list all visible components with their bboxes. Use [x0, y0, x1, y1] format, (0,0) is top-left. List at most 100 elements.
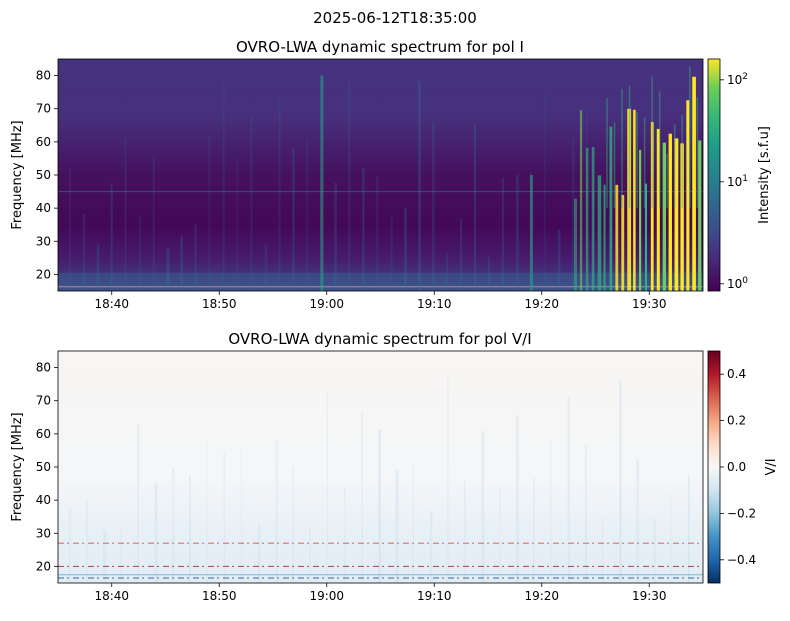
burst-lane	[320, 75, 324, 291]
vi-striation	[619, 380, 622, 583]
striation	[292, 147, 295, 291]
x-tick-label: 18:50	[202, 297, 237, 311]
vi-striation	[257, 523, 261, 583]
x-tick-label: 18:50	[202, 589, 237, 603]
striation	[306, 138, 309, 291]
y-tick-label: 60	[36, 427, 51, 441]
vi-striation	[171, 467, 175, 583]
striation	[264, 243, 268, 291]
y-tick-label: 60	[36, 135, 51, 149]
vi-striation	[103, 529, 107, 583]
burst-strand-high	[628, 85, 631, 209]
y-tick-label: 40	[36, 201, 51, 215]
burst-strand	[597, 175, 602, 291]
burst-strand	[650, 121, 654, 291]
burst-strand	[603, 184, 606, 291]
colorbar-tick-label: 0.4	[727, 367, 746, 381]
vi-striation	[429, 511, 433, 583]
x-tick-label: 19:00	[309, 297, 344, 311]
panel-i-x-axis: 18:40 18:50 19:00 19:10 19:20 19:30	[94, 291, 667, 311]
colorbar-tick-label: 100	[727, 276, 748, 291]
colorbar-tick-label: −0.2	[727, 506, 756, 520]
x-tick-label: 19:30	[632, 589, 667, 603]
panel-v-y-axis: 20 30 40 50 60 70 80	[36, 361, 58, 573]
panel-v-x-axis: 18:40 18:50 19:00 19:10 19:20 19:30	[94, 583, 667, 603]
vi-striation	[326, 392, 328, 583]
vi-striation	[343, 487, 346, 583]
colorbar-tick-label: −0.4	[727, 553, 756, 567]
vi-striation	[636, 458, 640, 583]
burst-strand-high	[658, 91, 661, 209]
x-tick-label: 19:10	[417, 297, 452, 311]
striation	[194, 223, 197, 291]
burst-strand	[686, 100, 690, 291]
striation	[124, 138, 127, 291]
panel-v-colorbar	[707, 350, 721, 584]
striation	[68, 168, 72, 291]
striation	[166, 248, 170, 291]
burst-strand-high	[613, 122, 616, 209]
striation	[362, 167, 365, 291]
vi-striation	[189, 476, 191, 583]
vi-striation	[137, 424, 140, 583]
vi-striation	[292, 466, 294, 583]
striation	[488, 256, 491, 291]
burst-strand	[644, 183, 648, 291]
panel-i-y-axis: 20 30 40 50 60 70 80	[36, 69, 58, 281]
burst-strand-high	[689, 66, 691, 209]
y-tick-label: 70	[36, 394, 51, 408]
vi-striation	[567, 396, 571, 583]
striation	[96, 243, 100, 291]
y-tick-label: 20	[36, 559, 51, 573]
vi-striation	[601, 518, 604, 583]
panel-v-title: OVRO-LWA dynamic spectrum for pol V/I	[228, 330, 531, 348]
striation	[208, 135, 211, 291]
vi-striation	[687, 474, 690, 583]
vi-striation	[498, 487, 501, 583]
striation	[222, 78, 225, 291]
striation	[446, 253, 449, 291]
striation	[110, 182, 113, 291]
striation	[515, 174, 519, 291]
x-tick-label: 19:10	[417, 589, 452, 603]
vi-striation	[653, 519, 657, 583]
panel-pol-vi: OVRO-LWA dynamic spectrum for pol V/I 18…	[10, 330, 779, 603]
y-tick-label: 20	[36, 267, 51, 281]
x-tick-label: 19:20	[524, 589, 559, 603]
burst-strand	[656, 128, 660, 291]
striation	[152, 155, 155, 291]
y-tick-label: 50	[36, 460, 51, 474]
striation	[418, 81, 422, 291]
colorbar-tick-label: 102	[727, 72, 748, 87]
panel-v-heatmap-features	[58, 373, 703, 583]
y-tick-label: 80	[36, 361, 51, 375]
striation	[460, 218, 463, 291]
burst-strand-high	[636, 111, 638, 209]
burst-strand	[615, 184, 619, 291]
y-tick-label: 50	[36, 168, 51, 182]
burst-lane	[530, 175, 533, 291]
vi-striation	[412, 464, 414, 583]
figure-suptitle: 2025-06-12T18:35:00	[313, 9, 477, 27]
burst-strand	[662, 142, 667, 291]
burst-strand-high	[621, 88, 623, 209]
vi-striation	[515, 415, 519, 583]
burst-strand	[633, 109, 636, 291]
burst-strand-high	[681, 115, 683, 209]
y-tick-label: 70	[36, 102, 51, 116]
panel-v-colorbar-label: V/I	[764, 458, 779, 475]
striation	[334, 182, 337, 291]
burst-strand-high	[606, 97, 608, 209]
y-tick-label: 30	[36, 526, 51, 540]
striation	[376, 175, 379, 291]
vi-striation	[206, 439, 208, 583]
burst-strand	[692, 76, 696, 291]
burst-strand-high	[651, 76, 653, 209]
burst-strand	[627, 108, 632, 291]
burst-strand-high	[643, 117, 646, 209]
striation	[474, 123, 476, 291]
panel-i-heatmap-features	[58, 66, 703, 291]
panel-v-ylabel: Frequency [MHz]	[10, 412, 25, 521]
vi-striation	[275, 441, 278, 583]
vi-striation	[378, 429, 382, 583]
